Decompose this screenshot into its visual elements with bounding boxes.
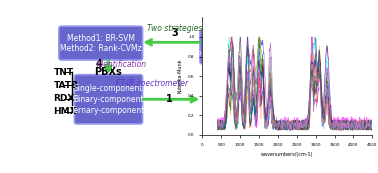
Text: 4: 4 bbox=[96, 59, 102, 69]
FancyBboxPatch shape bbox=[200, 30, 319, 64]
Text: 3: 3 bbox=[172, 28, 178, 38]
FancyBboxPatch shape bbox=[59, 26, 143, 60]
X-axis label: wavenumbers/(cm-1): wavenumbers/(cm-1) bbox=[261, 152, 313, 157]
Text: Ternary-component: Ternary-component bbox=[71, 106, 146, 115]
Text: TNT: TNT bbox=[53, 68, 74, 77]
Text: Method2: Rank-CVMz: Method2: Rank-CVMz bbox=[60, 44, 142, 53]
Text: Identification: Identification bbox=[97, 60, 147, 69]
Text: Binary-component: Binary-component bbox=[73, 95, 144, 104]
Y-axis label: Kubelka-Munk: Kubelka-Munk bbox=[178, 59, 183, 93]
Text: TATB: TATB bbox=[53, 81, 78, 90]
Text: PBXs: PBXs bbox=[94, 67, 122, 77]
Text: FT-IR spectrometer: FT-IR spectrometer bbox=[116, 79, 188, 88]
Text: HMX: HMX bbox=[53, 107, 77, 116]
FancyBboxPatch shape bbox=[74, 75, 143, 124]
Text: 1: 1 bbox=[166, 94, 172, 104]
Text: 2: 2 bbox=[297, 63, 304, 73]
Text: Two strategies: Two strategies bbox=[147, 24, 203, 33]
Text: RDX: RDX bbox=[53, 94, 75, 103]
Text: based on multi-label  classification: based on multi-label classification bbox=[197, 50, 322, 56]
Text: Single-component: Single-component bbox=[74, 84, 143, 93]
Text: Method1: BR-SVM: Method1: BR-SVM bbox=[67, 34, 135, 43]
Text: Pattern recognition methods: Pattern recognition methods bbox=[208, 40, 311, 45]
Text: Data pre-processing: Data pre-processing bbox=[208, 57, 286, 66]
